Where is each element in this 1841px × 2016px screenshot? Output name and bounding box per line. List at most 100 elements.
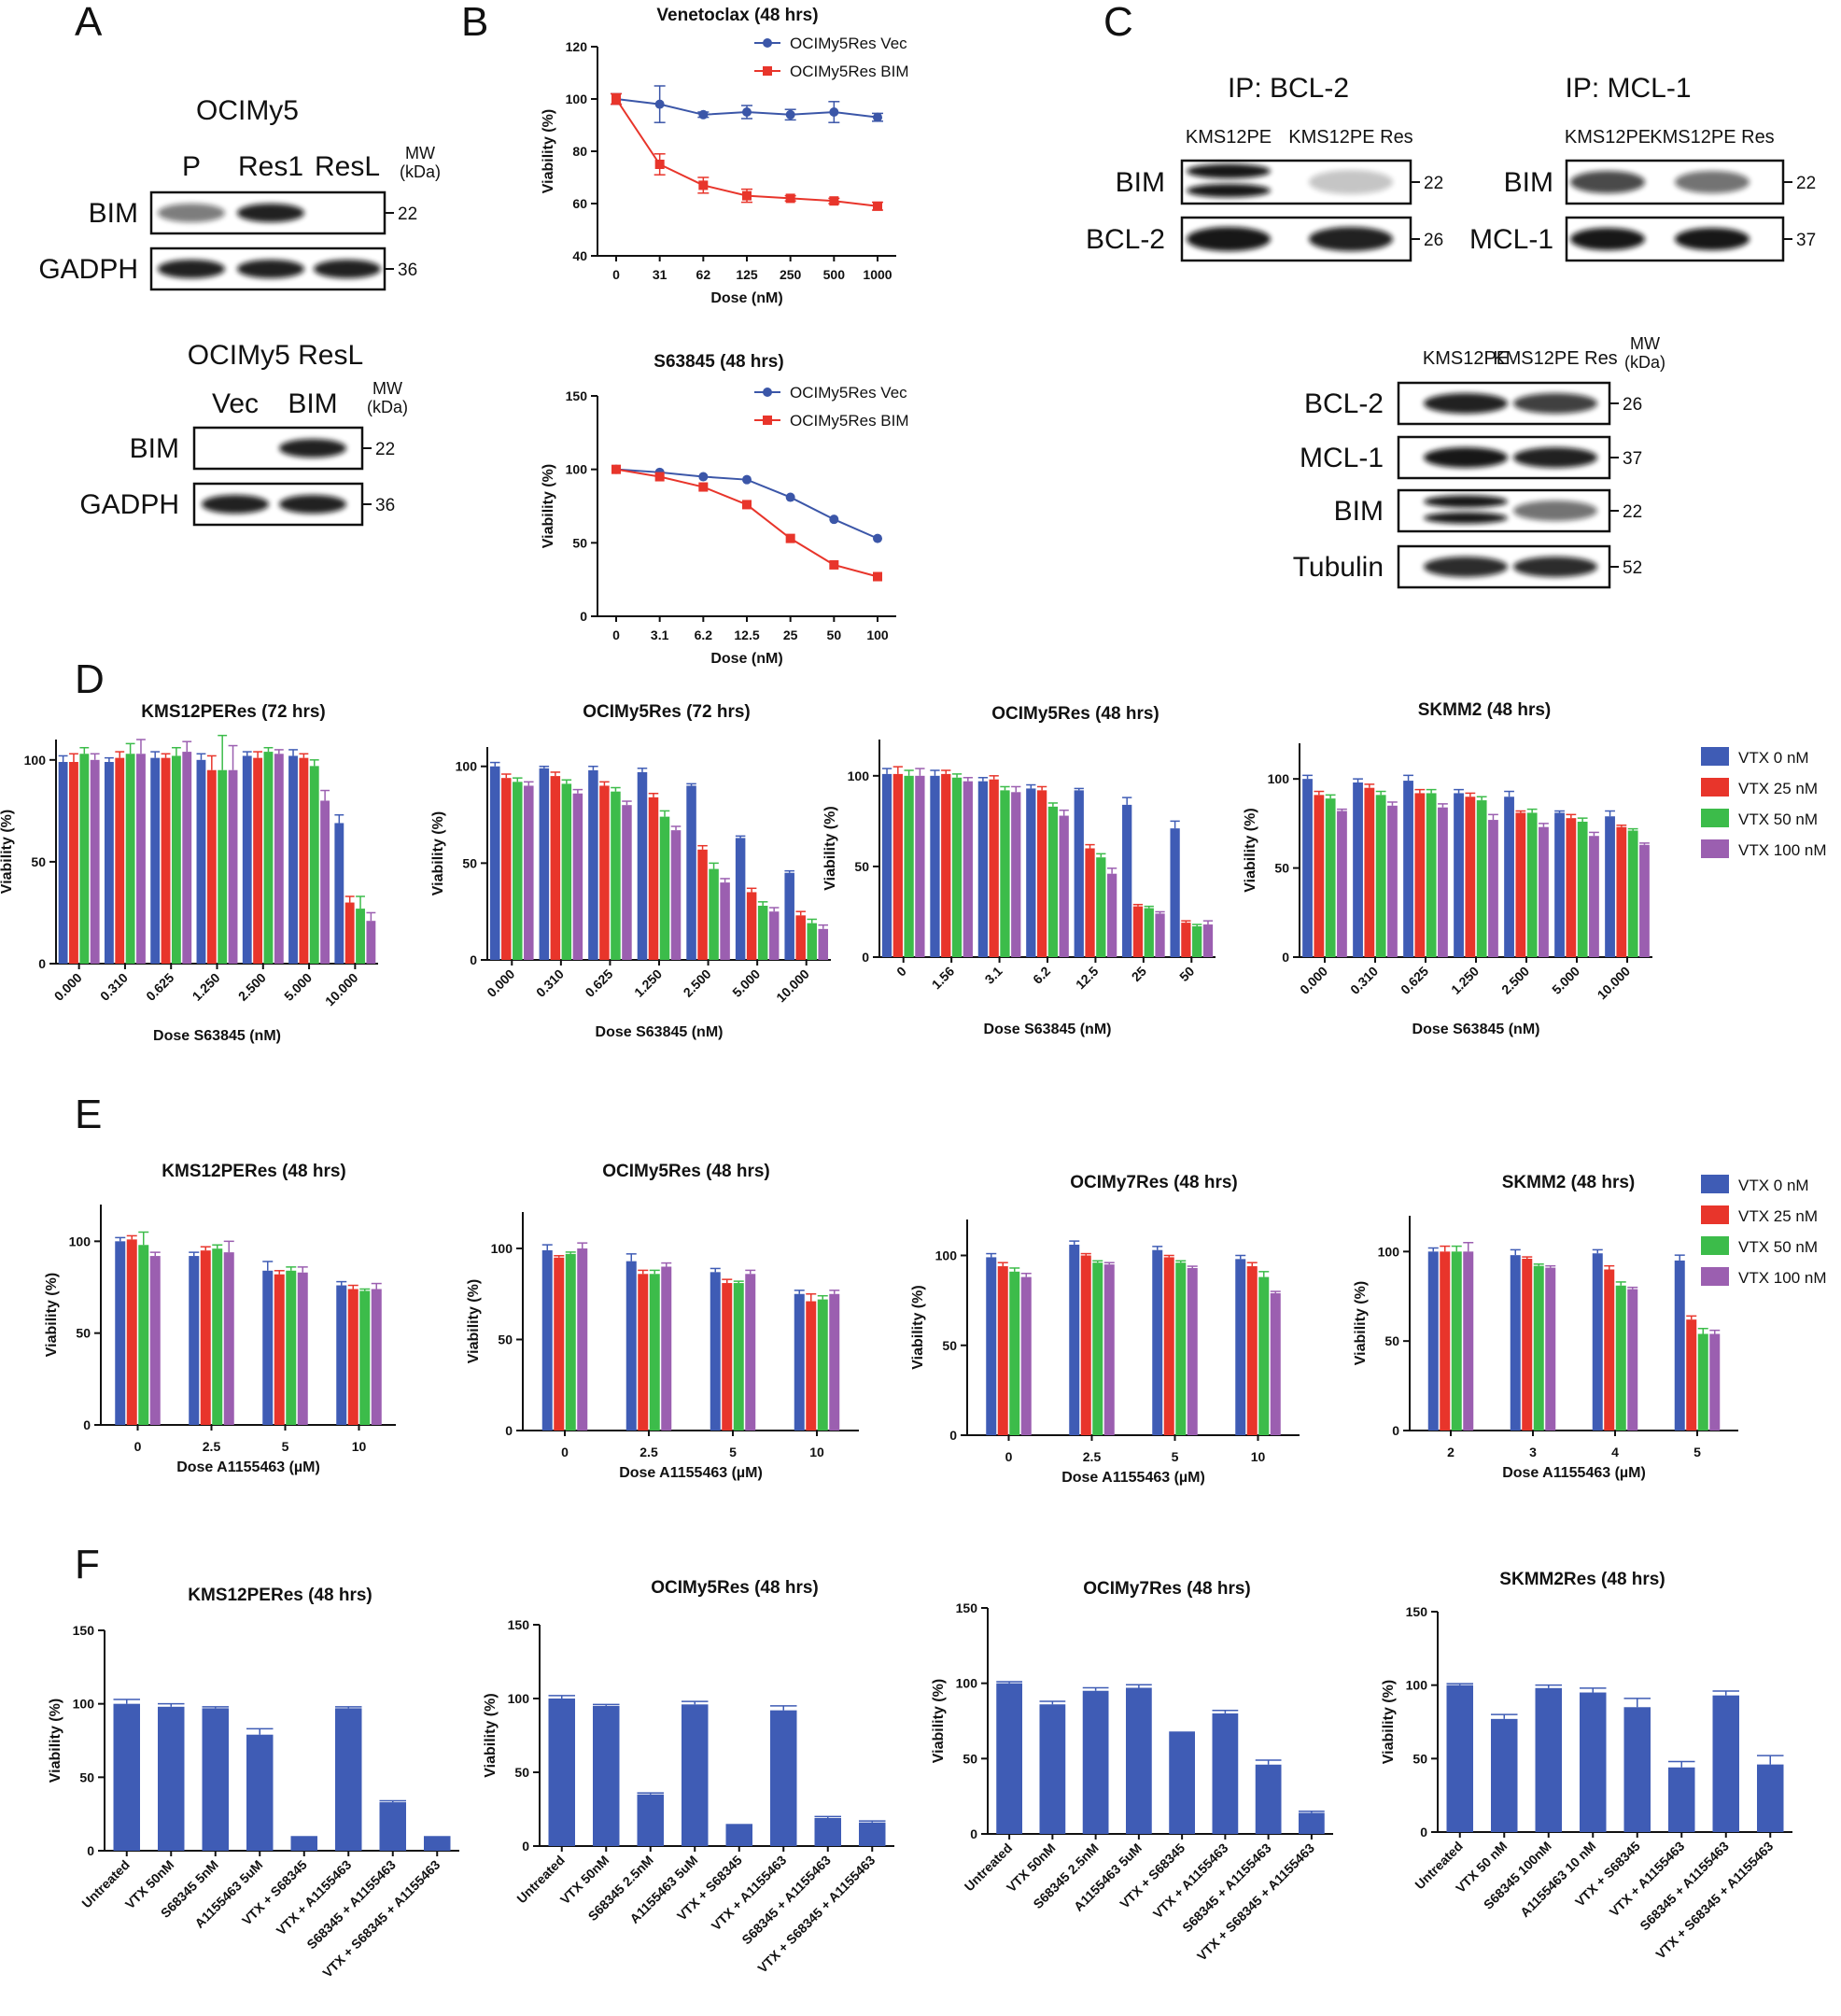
bar [161, 757, 171, 964]
x-tick-label: 0 [134, 1439, 142, 1454]
protein-label: BIM [1504, 167, 1553, 198]
x-tick-label: 2 [1447, 1445, 1455, 1459]
x-axis-label: Dose S63845 (nM) [596, 1024, 724, 1040]
y-tick-label: 50 [514, 1765, 529, 1780]
bar [1192, 925, 1202, 957]
bar [1604, 1269, 1615, 1431]
bar [1535, 1687, 1562, 1832]
bar [622, 805, 632, 960]
vtx-legend: VTX 0 nM VTX 25 nM VTX 50 nM VTX 100 nM [1701, 747, 1827, 859]
data-point [829, 559, 839, 570]
bar [795, 915, 806, 960]
x-axis-label: Dose S63845 (nM) [153, 1028, 281, 1044]
bar [1757, 1764, 1784, 1832]
bar [115, 1241, 126, 1425]
protein-label: BCL-2 [1304, 388, 1384, 419]
chart-title: KMS12PERes (48 hrs) [188, 1586, 372, 1605]
bar [1353, 782, 1363, 957]
x-axis-label: Dose A1155463 (µM) [176, 1459, 320, 1475]
bar [1427, 1251, 1439, 1431]
legend-marker [763, 388, 772, 397]
x-tick-label: A1155463 10 nM [1517, 1839, 1598, 1920]
bar [1202, 924, 1214, 957]
bar [720, 882, 730, 960]
mw-marker: 22 [1424, 174, 1443, 193]
x-tick-label: 2.500 [681, 966, 714, 1000]
bar [1082, 1690, 1109, 1834]
band [1424, 447, 1508, 468]
panel-label-B: B [461, 0, 488, 45]
bar [554, 1257, 565, 1431]
bar [297, 1272, 308, 1425]
bar [561, 783, 572, 960]
panel-label-C: C [1103, 0, 1133, 45]
bar [1414, 793, 1426, 957]
mw-header: MW [1630, 334, 1660, 353]
chart-F3: OCIMy7Res (48 hrs) 0 50 100 150 Viability (%)… [931, 1579, 1333, 1964]
bar [69, 762, 78, 964]
bar [189, 1256, 200, 1425]
chart-E2: OCIMy5Res (48 hrs) 0 50 100 Viability (%) 0 2.… [466, 1162, 859, 1481]
lane-label: KMS12PE Res [1650, 127, 1774, 148]
protein-label: Tubulin [1293, 552, 1384, 583]
bar [1011, 792, 1021, 957]
legend-label: VTX 0 nM [1738, 749, 1809, 767]
bar [1106, 873, 1117, 957]
y-tick-label: 100 [566, 462, 588, 477]
bar [709, 868, 719, 960]
bar [1000, 790, 1010, 957]
bar [1668, 1767, 1695, 1832]
bar [200, 1250, 211, 1425]
y-tick-label: 100 [848, 768, 870, 783]
bar [1504, 797, 1514, 957]
bar [113, 1703, 140, 1851]
band [314, 260, 381, 278]
y-tick-label: 0 [949, 1428, 957, 1443]
x-axis-label: Dose (nM) [710, 651, 782, 667]
bar [1686, 1319, 1697, 1431]
band-lower [1424, 512, 1508, 524]
chart-title: KMS12PERes (72 hrs) [141, 702, 325, 722]
bar [649, 1274, 660, 1431]
blot-C_ip_bcl2: IP: BCL-2 KMS12PE KMS12PE Res BIM 22 BCL-2 26 [1086, 73, 1443, 262]
y-tick-label: 0 [970, 1826, 977, 1841]
x-tick-label: 0.310 [1347, 964, 1381, 997]
bar [1510, 1255, 1521, 1431]
x-tick-label: 0.310 [533, 966, 567, 1000]
bar [735, 838, 746, 960]
x-tick-label: 6.2 [695, 627, 713, 642]
data-point [785, 533, 795, 543]
x-tick-label: 5 [282, 1439, 289, 1454]
chart-B1: Venetoclax (48 hrs) 40 60 80 100 120 Viability… [541, 6, 909, 306]
x-tick-label: 0.625 [143, 970, 176, 1004]
bar [490, 766, 500, 960]
x-tick-label: VTX + A1155463 [709, 1853, 790, 1934]
band [279, 495, 346, 514]
bar [359, 1290, 371, 1425]
mw-header: (kDa) [1624, 353, 1665, 372]
bar [242, 755, 252, 964]
chart-title: OCIMy5Res (48 hrs) [991, 704, 1159, 724]
blot-title: IP: BCL-2 [1228, 73, 1349, 104]
x-tick-label: 10.000 [773, 966, 812, 1006]
x-tick-label: VTX + A1155463 [1150, 1840, 1231, 1922]
bar [784, 872, 794, 960]
bar [212, 1248, 223, 1425]
y-tick-label: 100 [1378, 1244, 1400, 1259]
bar [1589, 836, 1599, 957]
legend-label: VTX 100 nM [1738, 841, 1827, 859]
y-tick-label: 0 [522, 1839, 529, 1854]
bar [424, 1836, 451, 1851]
chart-B2: S63845 (48 hrs) 0 50 100 150 Viability (%) 0 3.… [541, 352, 909, 667]
band [1309, 227, 1393, 251]
data-point [698, 482, 709, 492]
bar [1155, 913, 1165, 957]
data-point [742, 500, 752, 510]
bar [915, 775, 925, 957]
y-axis-label: Viability (%) [48, 1699, 63, 1783]
bar [757, 905, 768, 960]
lane-label: KMS12PE [1423, 348, 1509, 369]
x-tick-label: 2.5 [203, 1439, 221, 1454]
band-upper [1424, 495, 1508, 508]
y-tick-label: 120 [566, 39, 588, 54]
